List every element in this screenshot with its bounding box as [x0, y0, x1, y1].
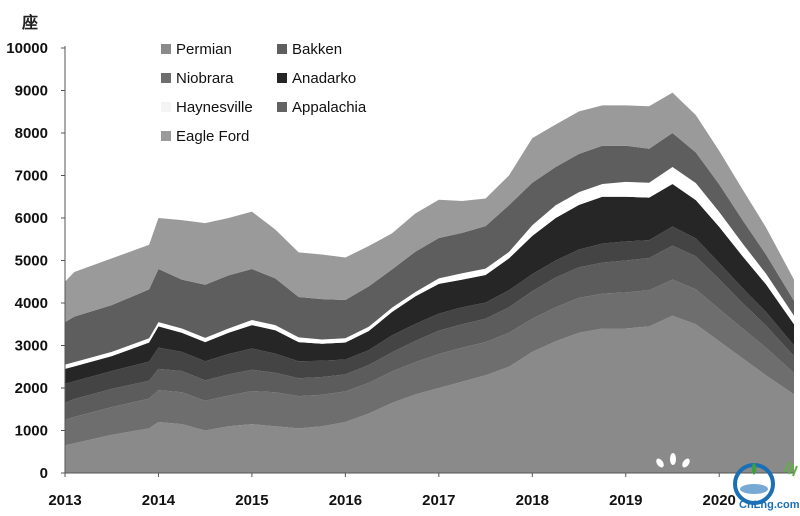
y-tick-label: 7000	[15, 168, 48, 185]
x-tick-label: 2013	[48, 492, 81, 509]
legend-label: Appalachia	[292, 99, 367, 116]
area-series-anadarko	[65, 184, 794, 384]
legend-label: Niobrara	[176, 70, 234, 87]
y-tick-label: 5000	[15, 253, 48, 270]
x-tick-label: 2015	[235, 492, 268, 509]
legend-label: Anadarko	[292, 70, 356, 87]
x-tick-label: 2018	[516, 492, 549, 509]
x-tick-label: 2019	[609, 492, 642, 509]
x-tick-label: 2016	[329, 492, 362, 509]
axes-layer: 0 1000 2000 3000 4000 5000 6000 7000 8000 9000 100…	[6, 40, 794, 509]
x-tick-label: 2014	[142, 492, 176, 509]
legend-label: Bakken	[292, 41, 342, 58]
x-tick-label: 2020	[703, 492, 736, 509]
legend-swatch	[277, 102, 287, 112]
drop-mark	[670, 453, 676, 465]
legend-label: Permian	[176, 41, 232, 58]
area-layer	[65, 92, 794, 473]
watermark-logo-leaf	[751, 463, 757, 475]
legend-label: Haynesville	[176, 99, 253, 116]
x-tick-label: 2017	[422, 492, 455, 509]
area-series-band-8	[65, 92, 794, 323]
watermark-logo-wave	[740, 484, 768, 494]
legend: Permian Bakken Niobrara Anadarko Haynesville…	[161, 41, 367, 145]
drop-mark	[656, 458, 664, 468]
legend-swatch	[277, 44, 287, 54]
legend-swatch	[161, 44, 171, 54]
watermark-logo-grass	[784, 461, 798, 477]
watermark-drops	[656, 453, 690, 468]
unit-label: 座	[21, 13, 38, 32]
legend-swatch	[161, 102, 171, 112]
area-series-eagle-ford	[65, 226, 794, 403]
y-tick-label: 8000	[15, 125, 48, 142]
legend-label: Eagle Ford	[176, 128, 249, 145]
y-tick-label: 2000	[15, 380, 48, 397]
y-tick-label: 4000	[15, 295, 48, 312]
legend-swatch	[161, 131, 171, 141]
area-series-niobrara	[65, 279, 794, 446]
area-series-bakken	[65, 133, 794, 365]
area-series-permian	[65, 315, 794, 473]
y-tick-label: 6000	[15, 210, 48, 227]
drop-mark	[682, 458, 690, 468]
watermark-text: CnLng.com	[739, 499, 800, 511]
y-tick-label: 1000	[15, 423, 48, 440]
legend-swatch	[161, 73, 171, 83]
y-tick-label: 0	[40, 465, 48, 482]
y-tick-label: 3000	[15, 338, 48, 355]
y-tick-label: 9000	[15, 83, 48, 100]
watermark: CnLng.com	[733, 461, 800, 511]
legend-swatch	[277, 73, 287, 83]
area-series-haynesville	[65, 245, 794, 420]
y-tick-label: 10000	[6, 40, 48, 57]
